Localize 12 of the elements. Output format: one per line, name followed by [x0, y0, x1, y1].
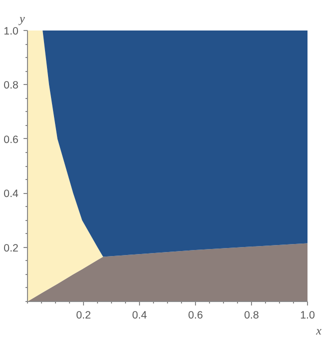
y-axis-title: y [18, 12, 26, 26]
y-tick-label: 0.6 [4, 134, 19, 146]
y-tick-label: 0.8 [4, 80, 19, 92]
y-tick-label: 0.4 [4, 188, 19, 200]
x-axis-title: x [315, 324, 322, 337]
x-tick-label: 0.4 [132, 310, 147, 322]
x-tick-label: 0.6 [188, 310, 203, 322]
y-tick-label: 0.2 [4, 242, 19, 254]
x-tick-label: 1.0 [300, 310, 315, 322]
x-tick-label: 0.8 [244, 310, 259, 322]
x-tick-label: 0.2 [76, 310, 91, 322]
y-tick-label: 1.0 [4, 26, 19, 38]
